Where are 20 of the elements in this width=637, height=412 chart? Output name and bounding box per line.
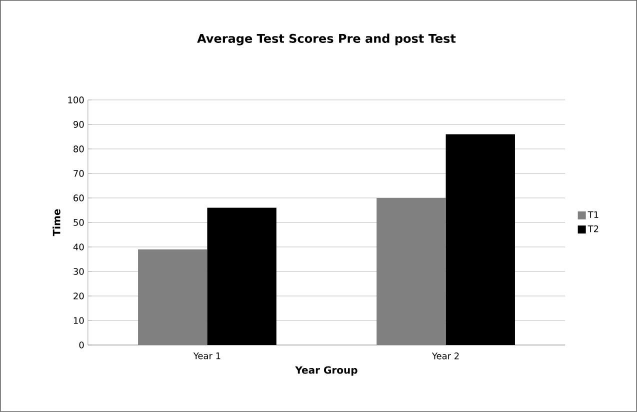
x-axis-title: Year Group (295, 366, 358, 376)
y-tick-label: 40 (73, 244, 84, 250)
legend-label: T2 (588, 225, 598, 232)
y-tick-label: 50 (74, 219, 84, 226)
y-tick-label: 30 (74, 268, 84, 275)
y-tick-label: 10 (74, 317, 84, 324)
y-tick-label: 80 (74, 146, 84, 152)
x-tick-label: Year 1 (193, 352, 220, 360)
y-axis-title: Time (52, 209, 60, 236)
chart-title: Average Test Scores Pre and post Test (197, 34, 456, 46)
y-tick-label: 60 (74, 194, 84, 202)
bar (446, 134, 515, 346)
y-tick-label: 90 (74, 121, 84, 128)
x-tick-label: Year 2 (432, 352, 459, 360)
y-tick-label: 20 (74, 292, 84, 300)
bar (207, 208, 276, 346)
y-tick-label: 70 (74, 170, 84, 177)
legend-label: T1 (588, 211, 598, 218)
y-tick-label: 100 (68, 96, 84, 104)
y-tick-label: 0 (79, 342, 84, 348)
